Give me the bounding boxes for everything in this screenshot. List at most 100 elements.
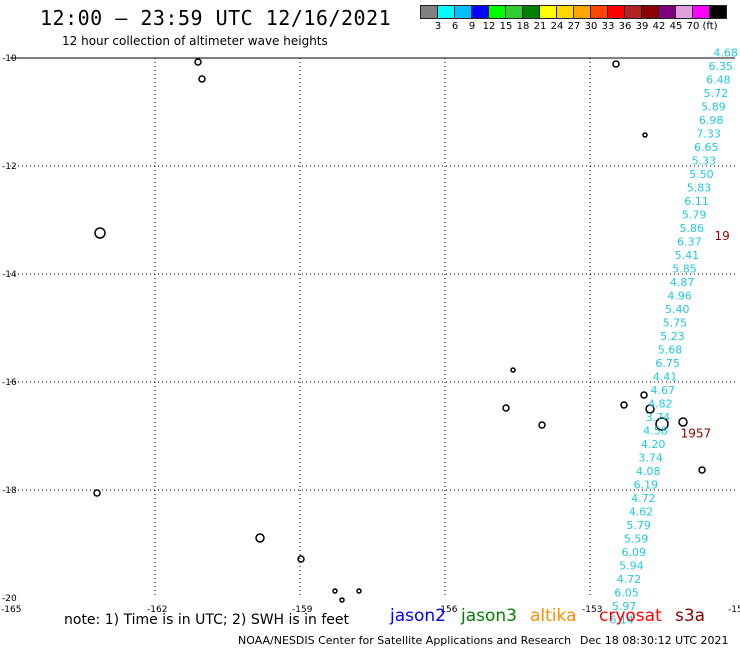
lat-label: -12 — [2, 162, 17, 172]
color-scale-label: 45 — [669, 21, 683, 32]
satellite-legend-item: altika — [530, 606, 577, 626]
lat-label: -18 — [2, 486, 17, 496]
island-outline — [640, 391, 648, 399]
island-outline — [339, 597, 345, 603]
axis-labels: -10 -12 -14 -16 -18 -20-165 -162 -159 -156 -153 -1… — [1, 54, 740, 615]
lat-label: -10 — [2, 54, 17, 64]
swh-value-label: 5.94 — [619, 560, 644, 573]
color-scale-label: 70 — [686, 21, 700, 32]
swh-value-label: 6.75 — [655, 357, 680, 370]
color-scale-label: 30 — [584, 21, 598, 32]
color-swatch — [709, 5, 727, 19]
satellite-legend-item: cryosat — [599, 606, 662, 626]
island-outline — [255, 533, 265, 543]
footer-credit: NOAA/NESDIS Center for Satellite Applica… — [238, 634, 572, 647]
swh-value-label: 4.68 — [713, 47, 738, 60]
color-scale-label: 12 — [482, 21, 496, 32]
swh-value-label: 6.11 — [684, 195, 709, 208]
color-scale-label: 3 — [434, 21, 442, 32]
swh-value-label: 5.50 — [689, 168, 714, 181]
color-scale-label: 36 — [618, 21, 632, 32]
island-outline — [332, 588, 338, 594]
swh-value-label: 6.19 — [634, 479, 659, 492]
island-outline — [620, 401, 628, 409]
swh-value-label: 5.97 — [612, 600, 637, 613]
satellite-legend-item: s3a — [675, 606, 706, 626]
cryosat-label: 1957 — [681, 426, 712, 440]
swh-value-label: 5.89 — [701, 101, 726, 114]
swh-value-label: 4.41 — [653, 371, 678, 384]
swh-value-label: 4.87 — [670, 276, 695, 289]
lat-label: -20 — [2, 594, 17, 604]
swh-value-label: 5.23 — [660, 330, 685, 343]
swh-value-label: 6.37 — [677, 236, 702, 249]
island-outline — [612, 60, 620, 68]
swh-value-label: 7.33 — [696, 128, 721, 141]
lon-label: -156 — [437, 605, 458, 615]
swh-value-label: 5.72 — [704, 87, 729, 100]
satellite-legend-item: jason3 — [461, 606, 517, 626]
map-grid — [10, 57, 735, 598]
swh-value-label: 5.79 — [626, 519, 651, 532]
swh-value-label: 4.82 — [648, 398, 673, 411]
swh-value-label: 6.09 — [622, 546, 647, 559]
island-outline — [655, 417, 669, 431]
island-outline — [194, 58, 202, 66]
color-scale-label: 42 — [652, 21, 666, 32]
color-scale-label: 18 — [516, 21, 530, 32]
color-scale-label: 9 — [468, 21, 476, 32]
lon-label: -153 — [582, 605, 602, 615]
page-subtitle: 12 hour collection of altimeter wave hei… — [62, 34, 328, 48]
island-outline — [297, 555, 305, 563]
islands-layer — [93, 58, 706, 603]
lon-label: -15 — [728, 605, 740, 615]
island-outline — [678, 417, 688, 427]
swh-value-label: 5.86 — [680, 222, 705, 235]
swh-value-label: 5.33 — [692, 155, 717, 168]
swh-value-label: 6.35 — [709, 60, 734, 73]
swh-value-label: 3.74 — [638, 452, 663, 465]
lat-label: -16 — [2, 378, 17, 388]
swh-value-label: 5.41 — [675, 249, 700, 262]
color-scale-label: (ft) — [702, 21, 718, 32]
island-outline — [502, 404, 510, 412]
page-title: 12:00 – 23:59 UTC 12/16/2021 — [40, 6, 392, 30]
color-scale-bar — [420, 5, 727, 19]
swh-value-label: 5.68 — [658, 344, 683, 357]
swh-value-label: 6.65 — [694, 141, 719, 154]
island-outline — [356, 588, 362, 594]
swh-value-label: 5.85 — [672, 263, 697, 276]
color-scale-label: 39 — [635, 21, 649, 32]
color-scale-label: 6 — [451, 21, 459, 32]
swh-value-label: 4.72 — [617, 573, 642, 586]
swh-value-label: 6.14 — [609, 614, 634, 627]
swh-value-label: 5.79 — [682, 209, 707, 222]
island-outline — [510, 367, 516, 373]
island-outline — [698, 466, 706, 474]
color-scale-label: 33 — [601, 21, 615, 32]
lon-label: -159 — [292, 605, 313, 615]
swh-value-label: 6.48 — [706, 74, 731, 87]
satellite-legend-item: jason2 — [390, 606, 446, 626]
lat-label: -14 — [2, 270, 17, 280]
footer-date: Dec 18 08:30:12 UTC 2021 — [580, 634, 729, 647]
swh-value-label: 4.58 — [643, 425, 668, 438]
swh-value-label: 4.96 — [667, 290, 692, 303]
swh-value-label: 5.59 — [624, 533, 649, 546]
color-scale-label: 21 — [533, 21, 547, 32]
island-outline — [645, 404, 655, 414]
swh-track: 4.686.356.485.725.896.987.336.655.335.50… — [609, 47, 737, 627]
lon-label: -165 — [1, 605, 21, 615]
swh-value-label: 5.83 — [687, 182, 712, 195]
island-outline — [198, 75, 206, 83]
island-outline — [93, 489, 101, 497]
footer-note: note: 1) Time is in UTC; 2) SWH is in fe… — [64, 612, 350, 628]
swh-value-label: 4.67 — [651, 384, 676, 397]
swh-value-label: 6.98 — [699, 114, 724, 127]
color-scale-label: 15 — [499, 21, 513, 32]
cryosat-labels: 1957 19 — [681, 229, 730, 440]
swh-value-label: 5.40 — [665, 303, 690, 316]
color-scale-label: 24 — [550, 21, 564, 32]
swh-value-label: 3.74 — [646, 411, 671, 424]
